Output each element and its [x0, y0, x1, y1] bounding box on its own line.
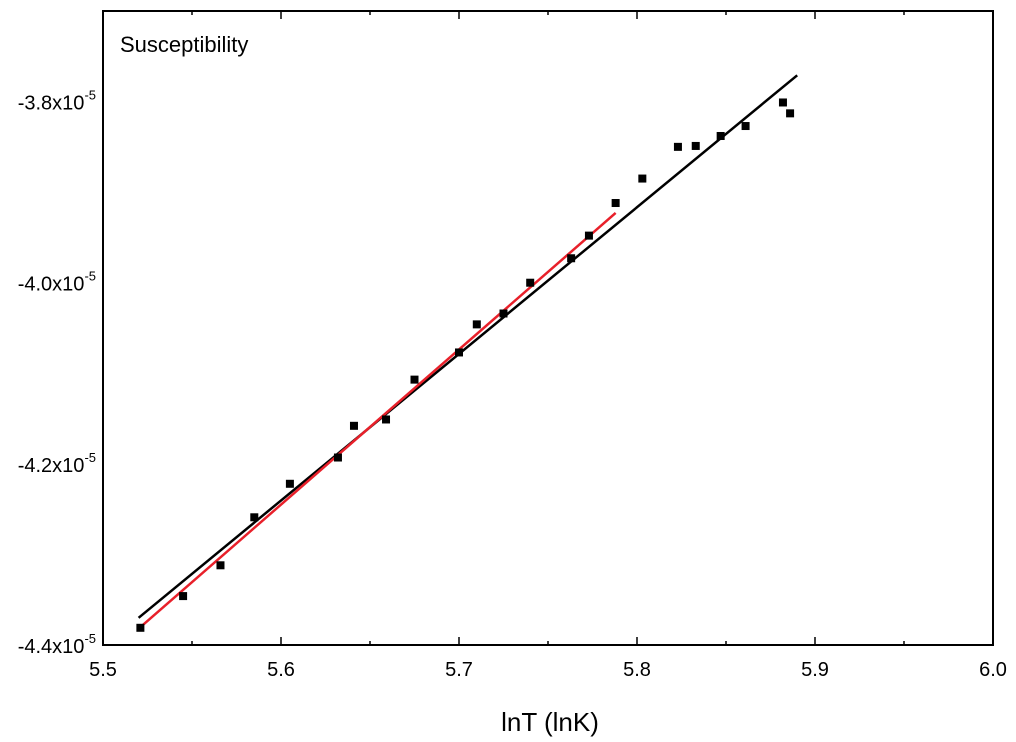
- data-point: [741, 122, 750, 131]
- data-point: [673, 142, 682, 151]
- data-point: [611, 199, 620, 208]
- x-axis-ticks: [102, 11, 994, 645]
- data-point: [285, 479, 294, 488]
- series-annotation: Susceptibility: [120, 32, 248, 57]
- data-point: [382, 415, 391, 424]
- linear-fit-black: [137, 74, 798, 619]
- data-point: [349, 421, 358, 430]
- plot-border: [102, 10, 994, 646]
- data-point: [455, 348, 463, 357]
- fit-lines: [137, 74, 798, 630]
- y-axis-tick-labels: -3.8x10-5 -4.0x10-5 -4.2x10-5 -4.4x10-5: [18, 88, 96, 658]
- data-point: [333, 453, 342, 462]
- y-tick-label: -4.4x10-5: [18, 631, 96, 658]
- data-point: [250, 513, 259, 522]
- data-point: [716, 131, 725, 140]
- data-point: [136, 623, 145, 632]
- data-point: [472, 320, 481, 329]
- data-point: [526, 278, 535, 287]
- linear-fit-red: [137, 212, 617, 630]
- x-tick-label: 5.7: [445, 659, 473, 681]
- y-tick-label: -3.8x10-5: [18, 88, 96, 115]
- y-axis-ticks: [103, 644, 993, 646]
- data-point: [786, 109, 795, 118]
- data-point: [567, 254, 576, 263]
- x-tick-label: 5.6: [267, 659, 295, 681]
- x-tick-label: 5.9: [801, 659, 829, 681]
- x-tick-label: 6.0: [979, 659, 1007, 681]
- data-point: [499, 309, 508, 318]
- x-tick-label: 5.8: [623, 659, 651, 681]
- data-point: [691, 141, 700, 150]
- y-tick-label: -4.0x10-5: [18, 269, 96, 296]
- data-point: [216, 561, 225, 570]
- data-points: [136, 98, 795, 632]
- data-point: [584, 231, 593, 240]
- x-axis-tick-labels: 5.5 5.6 5.7 5.8 5.9 6.0: [89, 659, 1007, 681]
- data-point: [410, 375, 419, 384]
- x-axis-title: lnT (lnK): [501, 707, 599, 737]
- plot-frame: [102, 10, 994, 646]
- data-point: [638, 174, 647, 183]
- data-point: [778, 98, 787, 107]
- y-tick-label: -4.2x10-5: [18, 450, 96, 477]
- x-tick-label: 5.5: [89, 659, 117, 681]
- data-point: [179, 592, 188, 601]
